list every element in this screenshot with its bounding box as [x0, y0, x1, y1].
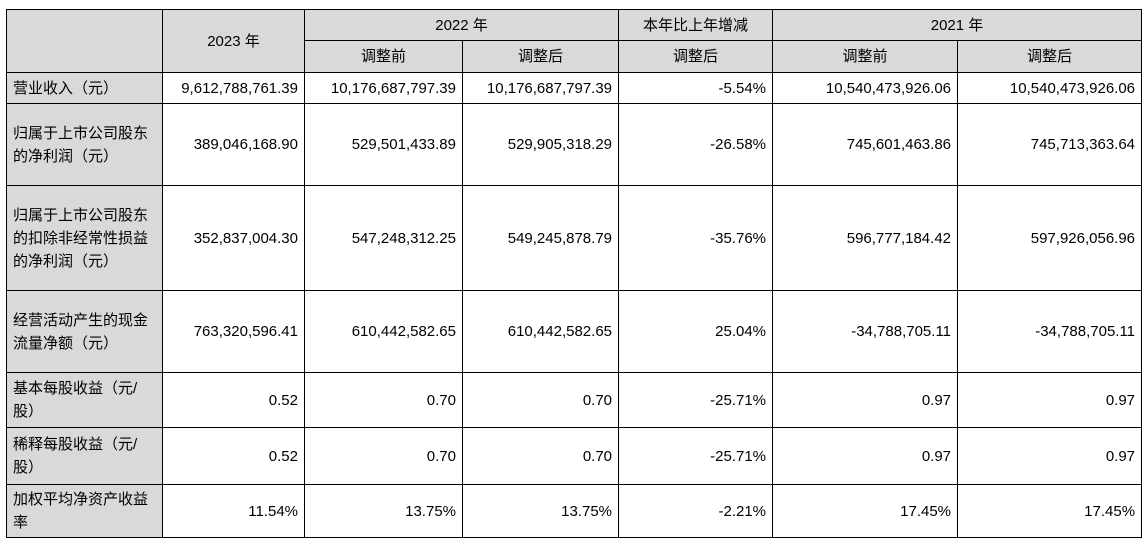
cell-2023: 0.52: [162, 372, 305, 428]
cell-2021-before: 0.97: [772, 427, 959, 485]
subheader-2022-after: 调整后: [461, 40, 620, 73]
table-row: 归属于上市公司股东的净利润（元） 389,046,168.90 529,501,…: [6, 103, 1142, 186]
row-label: 稀释每股收益（元/股）: [6, 427, 163, 485]
cell-2023: 389,046,168.90: [162, 103, 305, 186]
cell-2021-after: -34,788,705.11: [957, 290, 1142, 373]
row-label: 经营活动产生的现金流量净额（元）: [6, 290, 163, 373]
cell-change: -35.76%: [618, 185, 774, 291]
subheader-2021-after: 调整后: [957, 40, 1142, 73]
cell-2023: 11.54%: [162, 484, 305, 538]
cell-2021-after: 17.45%: [957, 484, 1142, 538]
cell-change: -5.54%: [618, 72, 774, 104]
cell-2023: 9,612,788,761.39: [162, 72, 305, 104]
row-label: 营业收入（元）: [6, 72, 163, 104]
cell-2023: 763,320,596.41: [162, 290, 305, 373]
header-2021: 2021 年: [772, 9, 1142, 41]
cell-2022-before: 610,442,582.65: [304, 290, 463, 373]
cell-change: 25.04%: [618, 290, 774, 373]
cell-2022-before: 0.70: [304, 427, 463, 485]
cell-2022-before: 13.75%: [304, 484, 463, 538]
cell-2021-before: 745,601,463.86: [772, 103, 959, 186]
subheader-change-after: 调整后: [618, 40, 774, 73]
financial-summary-table: 2023 年 2022 年 本年比上年增减 2021 年 调整前 调整后 调整后…: [6, 9, 1142, 538]
cell-2021-before: 596,777,184.42: [772, 185, 959, 291]
table-row: 营业收入（元） 9,612,788,761.39 10,176,687,797.…: [6, 72, 1142, 104]
cell-2022-before: 547,248,312.25: [304, 185, 463, 291]
cell-2022-after: 610,442,582.65: [461, 290, 620, 373]
cell-2022-after: 0.70: [461, 427, 620, 485]
cell-change: -26.58%: [618, 103, 774, 186]
cell-2022-before: 529,501,433.89: [304, 103, 463, 186]
cell-2021-after: 0.97: [957, 372, 1142, 428]
cell-change: -2.21%: [618, 484, 774, 538]
table-row: 基本每股收益（元/股） 0.52 0.70 0.70 -25.71% 0.97 …: [6, 372, 1142, 428]
row-label: 加权平均净资产收益率: [6, 484, 163, 538]
cell-2022-after: 549,245,878.79: [461, 185, 620, 291]
row-label: 归属于上市公司股东的扣除非经常性损益的净利润（元）: [6, 185, 163, 291]
cell-2021-after: 0.97: [957, 427, 1142, 485]
table-row: 加权平均净资产收益率 11.54% 13.75% 13.75% -2.21% 1…: [6, 484, 1142, 538]
cell-2022-before: 0.70: [304, 372, 463, 428]
cell-2021-before: -34,788,705.11: [772, 290, 959, 373]
cell-2021-after: 597,926,056.96: [957, 185, 1142, 291]
cell-2022-after: 10,176,687,797.39: [461, 72, 620, 104]
cell-2021-after: 745,713,363.64: [957, 103, 1142, 186]
cell-change: -25.71%: [618, 372, 774, 428]
subheader-2021-before: 调整前: [772, 40, 959, 73]
cell-2022-after: 0.70: [461, 372, 620, 428]
cell-2023: 0.52: [162, 427, 305, 485]
table-row: 稀释每股收益（元/股） 0.52 0.70 0.70 -25.71% 0.97 …: [6, 427, 1142, 485]
cell-2022-before: 10,176,687,797.39: [304, 72, 463, 104]
cell-2022-after: 13.75%: [461, 484, 620, 538]
table-row: 经营活动产生的现金流量净额（元） 763,320,596.41 610,442,…: [6, 290, 1142, 373]
row-label: 基本每股收益（元/股）: [6, 372, 163, 428]
cell-2023: 352,837,004.30: [162, 185, 305, 291]
cell-2021-before: 17.45%: [772, 484, 959, 538]
cell-change: -25.71%: [618, 427, 774, 485]
cell-2021-after: 10,540,473,926.06: [957, 72, 1142, 104]
cell-2022-after: 529,905,318.29: [461, 103, 620, 186]
cell-2021-before: 10,540,473,926.06: [772, 72, 959, 104]
header-change: 本年比上年增减: [618, 9, 774, 41]
header-2023: 2023 年: [162, 9, 305, 73]
header-corner-cell: [6, 9, 163, 73]
header-2022: 2022 年: [303, 9, 620, 41]
subheader-2022-before: 调整前: [304, 40, 463, 73]
cell-2021-before: 0.97: [772, 372, 959, 428]
table-row: 归属于上市公司股东的扣除非经常性损益的净利润（元） 352,837,004.30…: [6, 185, 1142, 291]
row-label: 归属于上市公司股东的净利润（元）: [6, 103, 163, 186]
